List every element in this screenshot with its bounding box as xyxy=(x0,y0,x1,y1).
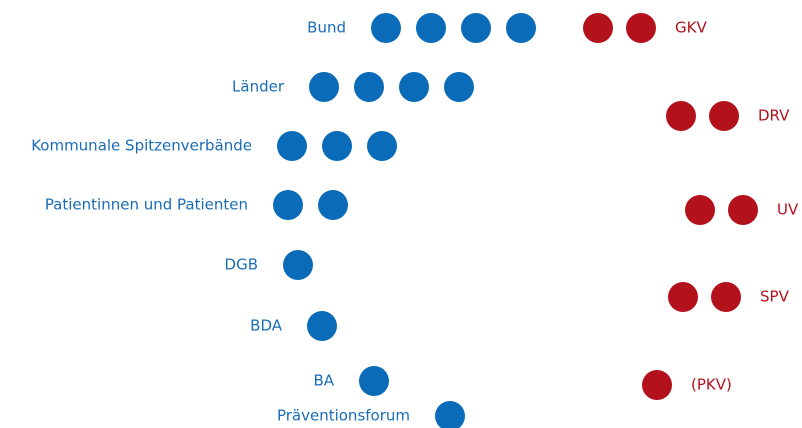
seat-dot xyxy=(416,13,446,43)
seat-dot xyxy=(283,250,313,280)
seat-dot xyxy=(322,131,352,161)
seat-dot xyxy=(642,370,672,400)
group-label: Länder xyxy=(232,78,285,96)
seat-dot xyxy=(307,311,337,341)
seat-dot xyxy=(367,131,397,161)
seat-dot xyxy=(506,13,536,43)
seat-dot xyxy=(668,282,698,312)
seat-dot xyxy=(354,72,384,102)
group-label: (PKV) xyxy=(691,376,732,394)
seat-dot xyxy=(435,401,465,428)
seat-dot xyxy=(709,101,739,131)
seat-dot xyxy=(626,13,656,43)
seat-dot xyxy=(371,13,401,43)
group-label: GKV xyxy=(675,19,707,37)
seat-dot xyxy=(583,13,613,43)
seat-dot xyxy=(666,101,696,131)
seat-dot xyxy=(461,13,491,43)
seat-dot xyxy=(444,72,474,102)
seat-dot xyxy=(273,190,303,220)
seat-dot xyxy=(711,282,741,312)
seat-dot xyxy=(359,366,389,396)
group-label: Patientinnen und Patienten xyxy=(45,196,248,214)
group-label: Präventionsforum xyxy=(277,407,410,425)
group-label: DRV xyxy=(758,107,790,125)
group-label: BA xyxy=(313,372,334,390)
seat-dot xyxy=(277,131,307,161)
seat-dot xyxy=(728,195,758,225)
group-label: BDA xyxy=(250,317,283,335)
seat-dot xyxy=(685,195,715,225)
seat-dot xyxy=(318,190,348,220)
seat-dot xyxy=(309,72,339,102)
group-label: SPV xyxy=(760,288,790,306)
group-label: Bund xyxy=(307,19,346,37)
group-label: Kommunale Spitzenverbände xyxy=(31,137,252,155)
group-label: DGB xyxy=(225,256,258,274)
group-label: UV xyxy=(777,201,799,219)
seat-dot xyxy=(399,72,429,102)
